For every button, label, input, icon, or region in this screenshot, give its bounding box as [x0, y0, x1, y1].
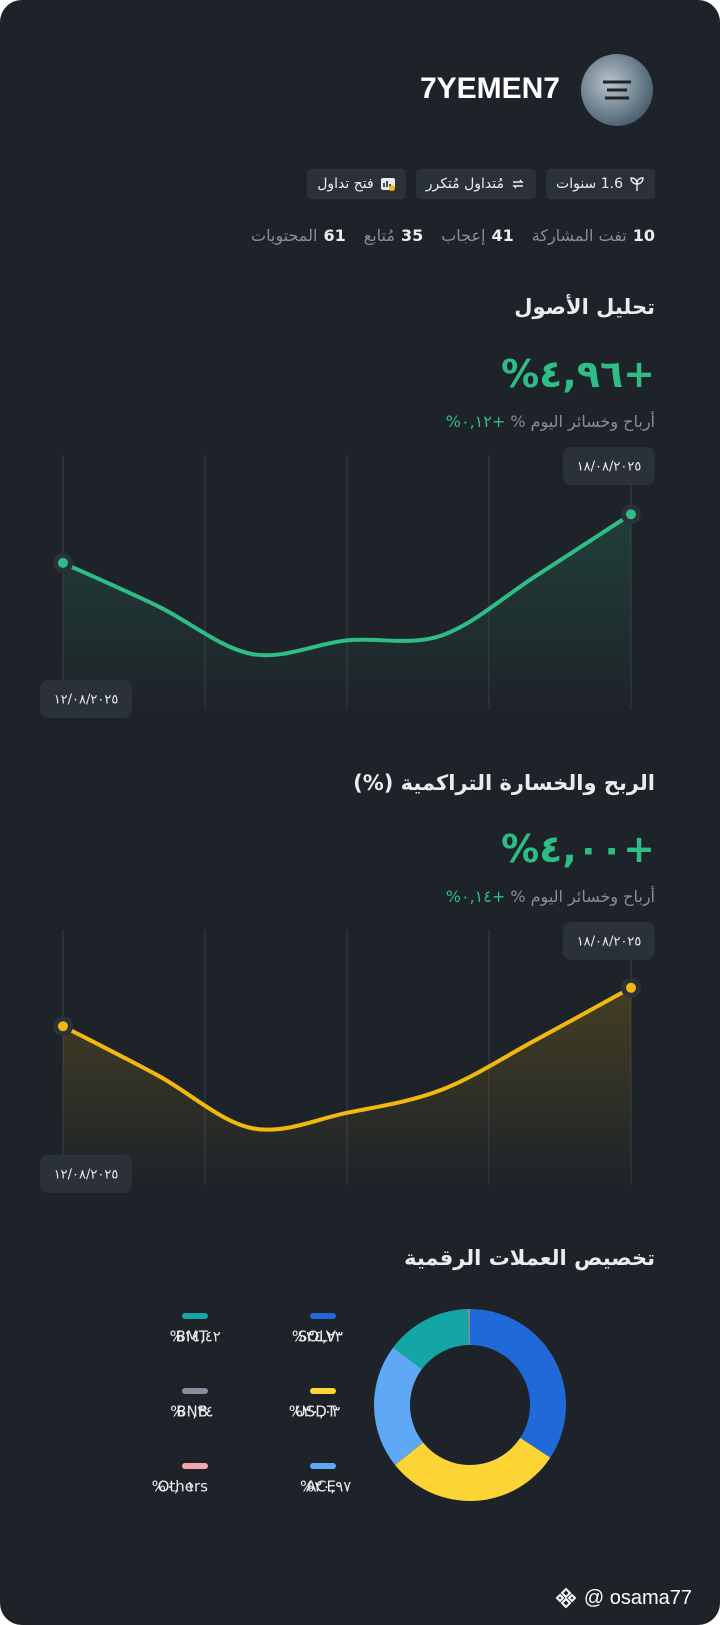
stat-value: 10: [632, 226, 655, 245]
legend-label: BNB: [176, 1403, 208, 1421]
tag-icon: [380, 178, 395, 191]
section-title: تخصيص العملات الرقمية: [404, 1246, 655, 1270]
legend-value: ١٤,٤٢%: [170, 1328, 221, 1346]
tag-icon: [512, 179, 524, 189]
end-point: [626, 509, 636, 520]
stat-value: 41: [491, 226, 514, 245]
watermark: @ osama77: [554, 1586, 692, 1610]
avatar: [581, 54, 653, 126]
tag-text: 1.6 سنوات: [556, 176, 623, 192]
date-badge: [40, 1155, 132, 1193]
end-point: [58, 557, 68, 568]
date-label: ١٨/٠٨/٢٠٢٥: [577, 460, 642, 475]
legend-swatch: [310, 1463, 336, 1469]
subtitle-value: +٠,١٤%: [445, 887, 506, 906]
donut-slice: [467, 1309, 470, 1346]
line-chart: ١٢/٠٨/٢٠٢٥ ١٨/٠٨/٢٠٢٥: [40, 447, 655, 718]
line-area: [63, 987, 631, 1185]
tag: فتح تداول: [307, 169, 406, 199]
line-series: [61, 512, 633, 658]
tag-text: فتح تداول: [317, 176, 374, 192]
legend-label: SOLV: [298, 1328, 337, 1346]
headline-value: +٤,٩٦%: [501, 352, 655, 396]
legend-value: ٠,٣٤%: [170, 1403, 213, 1421]
legend-value: ٣٠,٠٣%: [289, 1403, 340, 1421]
legend-value: ٣٤,٢٣%: [292, 1328, 343, 1346]
line-chart: ١٢/٠٨/٢٠٢٥ ١٨/٠٨/٢٠٢٥: [40, 922, 655, 1193]
legend-swatch: [182, 1388, 208, 1394]
legend-label: USDT: [295, 1403, 337, 1421]
date-badge: [40, 680, 132, 718]
subtitle-label: أرباح وخسائر اليوم %: [510, 887, 655, 906]
stat-value: 61: [323, 226, 346, 245]
legend-value: ٠,٠١%: [152, 1478, 195, 1496]
stat: 61 المحتويات: [251, 226, 346, 245]
line-series: [61, 985, 633, 1132]
stat-label: مُتابع: [363, 226, 395, 245]
section-title: الربح والخسارة التراكمية (%): [353, 771, 655, 795]
donut-slice: [395, 1437, 551, 1501]
username: 7YEMEN7: [419, 72, 560, 105]
line-area: [63, 514, 631, 710]
tag: مُتداول مُتكرر: [415, 169, 537, 199]
stat-label: إعجاب: [441, 226, 486, 245]
date-label: ١٨/٠٨/٢٠٢٥: [577, 935, 642, 950]
subtitle-value: +٠,١٢%: [445, 412, 506, 431]
donut-slice: [374, 1347, 424, 1465]
tag: 1.6 سنوات: [546, 169, 655, 199]
logo: [555, 1587, 577, 1609]
watermark-text: @ osama77: [583, 1586, 692, 1609]
section-title: تحليل الأصول: [514, 295, 655, 319]
donut-slice: [393, 1309, 469, 1370]
legend-label: ACE: [306, 1478, 336, 1496]
date-label: ١٢/٠٨/٢٠٢٥: [54, 693, 119, 708]
legend-swatch: [310, 1388, 336, 1394]
date-badge: [563, 447, 655, 485]
legend-label: Others: [158, 1478, 209, 1496]
tag-list: 1.6 سنوات مُتداول مُتكرر فتح تداول: [307, 169, 655, 199]
stat-label: المحتويات: [251, 226, 318, 245]
headline-value: +٤,٠٠%: [501, 827, 655, 871]
end-point: [58, 1021, 68, 1032]
stat-label: تفت المشاركة: [531, 226, 627, 245]
tag-icon: [630, 177, 644, 191]
stat: 35 مُتابع: [364, 226, 424, 245]
stat: 10 تفت المشاركة: [532, 226, 655, 245]
end-point: [626, 982, 636, 993]
tag-text: مُتداول مُتكرر: [425, 176, 505, 192]
legend-swatch: [182, 1463, 208, 1469]
date-badge: [563, 922, 655, 960]
donut-slice: [470, 1309, 566, 1458]
stat-value: 35: [400, 226, 424, 245]
legend-swatch: [182, 1313, 208, 1319]
stat: 41 إعجاب: [441, 226, 514, 245]
legend-label: BMT: [176, 1328, 209, 1346]
subtitle: أرباح وخسائر اليوم % +٠,١٤%: [446, 887, 655, 906]
date-label: ١٢/٠٨/٢٠٢٥: [54, 1168, 119, 1183]
legend-swatch: [310, 1313, 336, 1319]
legend-value: ٢٠,٩٧%: [300, 1478, 351, 1496]
subtitle: أرباح وخسائر اليوم % +٠,١٢%: [446, 412, 655, 431]
stats: 10 تفت المشاركة 41 إعجاب 35 مُتابع 61 المحتو…: [251, 226, 655, 245]
subtitle-label: أرباح وخسائر اليوم %: [510, 412, 655, 431]
